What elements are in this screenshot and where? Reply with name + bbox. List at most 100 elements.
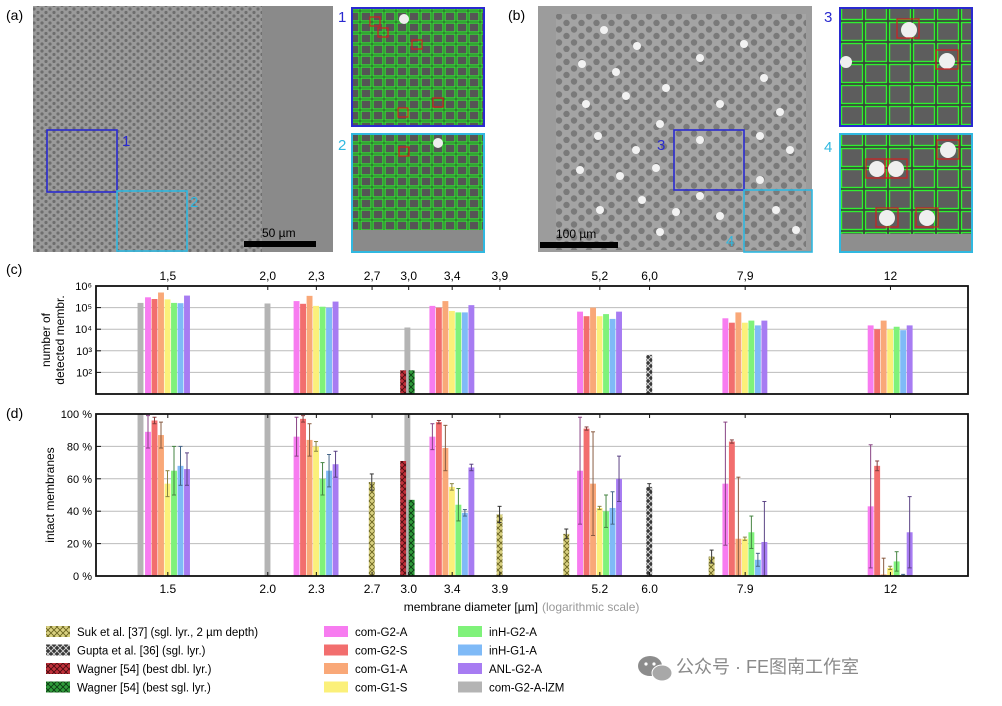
bar-d-com-g1-a-3.4 (442, 448, 449, 576)
legend-label-inh-g2-a: inH-G2-A (489, 627, 537, 639)
bar-c-inh-g2-a-5.2 (603, 314, 609, 394)
chart-d-xlabel: membrane diameter [µm] (404, 600, 538, 614)
bar-c-com-g1-s-5.2 (596, 316, 603, 394)
chart-d-ytick-label: 100 % (61, 409, 92, 421)
bar-d-anl-g2-a-3.4 (468, 467, 475, 576)
legend-label-com-g2-a: com-G2-A (355, 627, 408, 639)
bar-d-inh-g1-a-5.2 (609, 507, 616, 576)
chart-c-ytick-label: 10² (76, 367, 92, 379)
chart-d-ylabel: intact membranes (43, 447, 57, 542)
region-box-1 (46, 129, 118, 193)
legend-swatch-anl-g2-a (458, 663, 482, 674)
legend-label-anl-g2-a: ANL-G2-A (489, 664, 542, 676)
defect-marker (432, 97, 444, 108)
bar-c-anl-g2-a-7.9 (761, 320, 768, 394)
bar-d-anl-g2-a-2.3 (332, 464, 339, 576)
region-box-3 (673, 129, 745, 191)
legend-swatch-com-g2-a-lzm (458, 681, 482, 693)
legend-swatch-com-g1-s (324, 681, 348, 693)
bar-d-suk-et-al-37-sgl-lyr-2-m-depth--2.7 (368, 482, 375, 576)
bar-c-com-g1-a-2.3 (306, 295, 313, 394)
chart-d-xtick-label: 2.0 (259, 582, 276, 596)
bar-c-inh-g2-a-12 (893, 326, 900, 394)
chart-c-bars (137, 292, 913, 394)
chart-c-top-tick-label: 12 (884, 269, 898, 283)
bar-c-com-g2-a-lzm-3 (404, 327, 411, 394)
bar-d-anl-g2-a-5.2 (616, 478, 622, 576)
bar-d-com-g2-a-3.4 (429, 436, 436, 576)
bar-c-com-g2-a-1.5 (145, 297, 151, 394)
chart-c-top-tick-label: 2,0 (259, 269, 276, 283)
bar-c-com-g2-a-lzm-1.5 (137, 302, 144, 394)
legend-swatch-com-g1-a (324, 663, 348, 674)
chart-c-frame (95, 285, 969, 395)
defect-marker (397, 107, 409, 118)
bar-d-com-g2-s-5.2 (583, 428, 590, 576)
chart-d-bars (137, 414, 913, 577)
bar-d-com-g1-s-2.3 (313, 446, 319, 576)
sem-panel-b: (b) 3 4 100 µm (508, 6, 813, 253)
scale-bar-b (540, 242, 618, 248)
watermark-text: 公众号 · FE图南工作室 (676, 657, 859, 677)
legend-label-com-g2-s: com-G2-S (355, 646, 408, 658)
bar-c-com-g1-s-7.9 (741, 322, 748, 394)
inset-label-1: 1 (338, 9, 346, 26)
bar-d-com-g1-a-2.3 (306, 439, 313, 576)
bar-c-com-g1-a-12 (880, 320, 887, 394)
bar-c-com-g2-s-12 (874, 329, 881, 394)
bar-d-inh-g2-a-5.2 (603, 511, 609, 576)
defect-particle (869, 161, 885, 177)
defect-marker (896, 18, 920, 39)
chart-d-xtick-label: 2.7 (364, 582, 381, 596)
legend-swatch-wagner_dbl (46, 663, 70, 674)
chart-c-top-tick-label: 3,9 (492, 269, 509, 283)
scale-bar-a (244, 241, 316, 247)
scale-bar-label-b: 100 µm (556, 227, 596, 241)
bar-d-inh-g1-a-7.9 (754, 559, 761, 576)
bar-c-inh-g2-a-3.4 (455, 312, 462, 394)
chart-c-ytick-label: 10⁶ (75, 281, 92, 293)
bar-c-com-g2-s-3.4 (435, 307, 442, 394)
inset-1: 1 (338, 7, 485, 127)
bar-c-inh-g1-a-12 (900, 330, 907, 394)
bar-c-com-g1-a-3.4 (442, 301, 449, 394)
bar-c-com-g2-s-5.2 (583, 316, 590, 394)
legend-swatch-suk (46, 626, 70, 637)
chart-d-ytick-label: 20 % (67, 539, 92, 551)
bar-d-suk-et-al-37-sgl-lyr-2-m-depth--7.9 (708, 556, 715, 576)
legend-label-com-g1-s: com-G1-S (355, 683, 408, 695)
inset-3: 3 (824, 7, 973, 127)
defect-particle (939, 53, 955, 69)
chart-d-xlabel-note: (logarithmic scale) (542, 600, 639, 614)
chart-d-xtick-label: 2.3 (308, 582, 325, 596)
inset-1-frame (351, 7, 485, 127)
defect-particle (399, 14, 409, 24)
defect-marker (411, 39, 423, 50)
inset-4: 4 (824, 133, 973, 253)
region-label-2: 2 (190, 194, 198, 211)
sem-b-particles (576, 26, 800, 236)
sem-image-a-edge (262, 6, 333, 252)
bar-d-suk-et-al-37-sgl-lyr-2-m-depth--3.9 (496, 514, 503, 576)
bar-d-com-g2-a-lzm-1.5 (137, 414, 144, 576)
bar-d-com-g2-a-lzm-3 (404, 414, 411, 576)
bar-d-com-g1-s-1.5 (164, 483, 171, 576)
region-label-1: 1 (122, 133, 130, 150)
chart-d-xtick-label: 3.4 (444, 582, 461, 596)
chart-d-xtick-label: 3.9 (492, 582, 509, 596)
legend-label-suk: Suk et al. [37] (sgl. lyr., 2 µm depth) (77, 627, 258, 639)
bar-d-com-g2-a-2.3 (293, 436, 300, 576)
bar-d-com-g1-s-3.4 (448, 486, 455, 576)
bar-c-anl-g2-a-2.3 (332, 301, 339, 394)
chart-d: (d) 1.5 2.0 2.3 2.7 3.0 3.4 3.9 5.2 6.0 7.9 12 0 %… (6, 405, 969, 614)
bar-d-anl-g2-a-1.5 (184, 469, 190, 576)
sem-image-b-holes (556, 14, 806, 250)
bar-c-com-g1-s-2.3 (313, 305, 319, 394)
legend-swatch-com-g2-a (324, 626, 348, 637)
bar-d-com-g2-s-12 (874, 465, 881, 576)
region-label-4: 4 (726, 233, 734, 250)
legend-label-gupta: Gupta et al. [36] (sgl. lyr.) (77, 646, 206, 658)
bar-d-com-g2-s-7.9 (728, 441, 735, 576)
chart-d-y-ticks: 0 % 20 % 40 % 60 % 80 % 100 % (61, 409, 101, 583)
bar-d-inh-g1-a-1.5 (177, 465, 184, 576)
